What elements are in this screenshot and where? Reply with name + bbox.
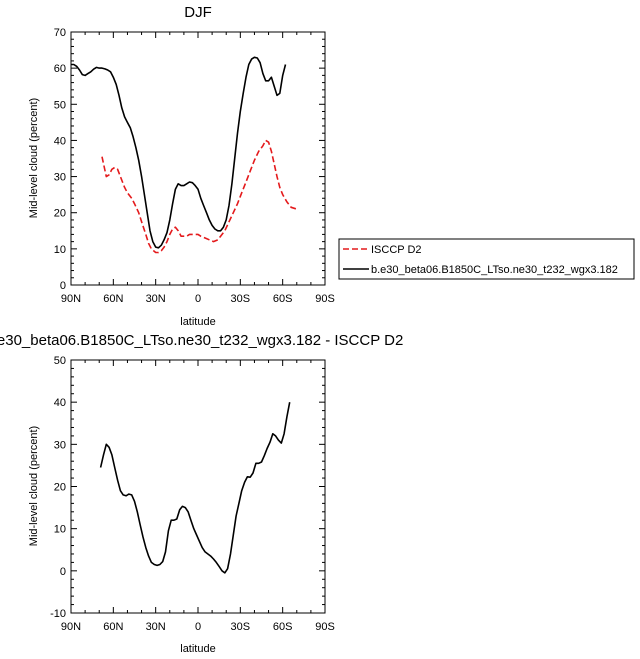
x-tick-label: 90N bbox=[61, 621, 81, 633]
y-tick-label: 20 bbox=[54, 208, 66, 220]
legend-label-model: b.e30_beta06.B1850C_LTso.ne30_t232_wgx3.… bbox=[371, 264, 618, 276]
x-tick-label: 90S bbox=[315, 293, 335, 305]
x-tick-label: 90S bbox=[315, 621, 335, 633]
y-tick-label: 10 bbox=[54, 244, 66, 256]
y-tick-label: 40 bbox=[54, 135, 66, 147]
x-tick-label: 0 bbox=[195, 621, 201, 633]
y-tick-label: 30 bbox=[54, 439, 66, 451]
bottom-panel-plot: 90N 60N 30N 0 30S 60S 90S -10 0 10 20 30 40 50 bbox=[50, 355, 335, 633]
y-tick-label: 70 bbox=[54, 27, 66, 39]
top-panel-ylabel: Mid-level cloud (percent) bbox=[28, 98, 40, 218]
series-line-isccp bbox=[101, 139, 298, 254]
y-tick-label: 50 bbox=[54, 355, 66, 367]
legend: ISCCP D2 b.e30_beta06.B1850C_LTso.ne30_t… bbox=[338, 238, 635, 280]
top-panel-plot: 90N 60N 30N 0 30S 60S 90S 0 10 20 30 40 50 60 70 bbox=[54, 27, 335, 305]
legend-box bbox=[338, 238, 635, 280]
y-tick-label: 30 bbox=[54, 172, 66, 184]
x-tick-label: 30S bbox=[231, 293, 251, 305]
x-tick-label: 60S bbox=[273, 293, 293, 305]
bottom-panel-xlabel: latitude bbox=[180, 643, 215, 655]
series-line-model bbox=[71, 56, 287, 249]
x-tick-label: 30S bbox=[231, 621, 251, 633]
x-tick-label: 60N bbox=[103, 621, 123, 633]
x-tick-label: 0 bbox=[195, 293, 201, 305]
top-panel-xlabel: latitude bbox=[180, 316, 215, 328]
y-tick-label: 40 bbox=[54, 397, 66, 409]
y-tick-label: 60 bbox=[54, 63, 66, 75]
y-tick-label: 0 bbox=[60, 280, 66, 292]
x-tick-label: 60N bbox=[103, 293, 123, 305]
top-panel-title: DJF bbox=[184, 4, 212, 21]
legend-label-isccp: ISCCP D2 bbox=[371, 244, 422, 256]
x-tick-label: 90N bbox=[61, 293, 81, 305]
x-tick-label: 30N bbox=[146, 621, 166, 633]
bottom-panel-title: .e30_beta06.B1850C_LTso.ne30_t232_wgx3.1… bbox=[0, 332, 403, 349]
y-tick-label: 50 bbox=[54, 99, 66, 111]
y-tick-label: -10 bbox=[50, 608, 66, 620]
series-line-model bbox=[99, 402, 291, 574]
x-tick-label: 30N bbox=[146, 293, 166, 305]
y-tick-label: 20 bbox=[54, 482, 66, 494]
top-panel-djf: DJF latitude Mid-level cloud (percent) 9… bbox=[28, 4, 335, 328]
bottom-panel-difference: .e30_beta06.B1850C_LTso.ne30_t232_wgx3.1… bbox=[0, 332, 403, 655]
y-tick-label: 10 bbox=[54, 524, 66, 536]
x-tick-label: 60S bbox=[273, 621, 293, 633]
bottom-panel-ylabel: Mid-level cloud (percent) bbox=[28, 426, 40, 546]
y-tick-label: 0 bbox=[60, 566, 66, 578]
plot-frame bbox=[70, 359, 326, 614]
